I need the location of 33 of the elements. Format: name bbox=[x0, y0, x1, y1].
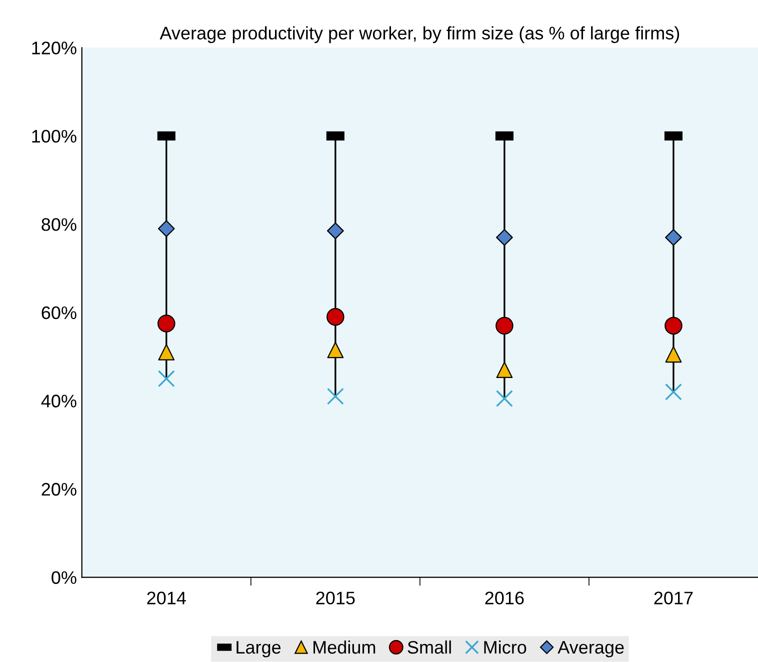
point bbox=[496, 362, 513, 378]
y-tick-label: 40% bbox=[41, 394, 76, 408]
legend-label: Micro bbox=[484, 640, 526, 654]
y-tick-label: 100% bbox=[32, 130, 76, 143]
y-tick-label: 60% bbox=[42, 306, 76, 320]
y-tick-label: 20% bbox=[42, 482, 76, 496]
y-tick-label: 120% bbox=[32, 42, 76, 54]
chart-title: Average productivity per worker, by firm size (as % of large firms) bbox=[160, 26, 680, 44]
point bbox=[665, 383, 682, 400]
point bbox=[496, 229, 513, 246]
point bbox=[665, 229, 682, 246]
point bbox=[158, 344, 175, 360]
y-tick-label: 80% bbox=[42, 218, 76, 231]
y-tick-label: 0% bbox=[52, 571, 76, 584]
x-tick-label: 2014 bbox=[147, 592, 186, 604]
point bbox=[496, 390, 513, 407]
point bbox=[158, 370, 175, 388]
point bbox=[664, 316, 682, 335]
point bbox=[327, 342, 344, 358]
legend-label: Small bbox=[408, 640, 451, 654]
point bbox=[326, 308, 344, 326]
point bbox=[326, 388, 344, 405]
point bbox=[157, 314, 176, 332]
legend-label: Medium bbox=[314, 640, 376, 654]
x-tick-label: 2016 bbox=[485, 592, 524, 604]
legend-label: Large bbox=[236, 641, 281, 658]
x-tick-label: 2017 bbox=[654, 592, 693, 604]
legend-label: Average bbox=[558, 641, 624, 658]
point bbox=[327, 222, 344, 240]
point bbox=[158, 220, 175, 238]
point bbox=[496, 316, 514, 335]
point bbox=[665, 346, 682, 363]
x-tick-label: 2015 bbox=[316, 592, 355, 604]
